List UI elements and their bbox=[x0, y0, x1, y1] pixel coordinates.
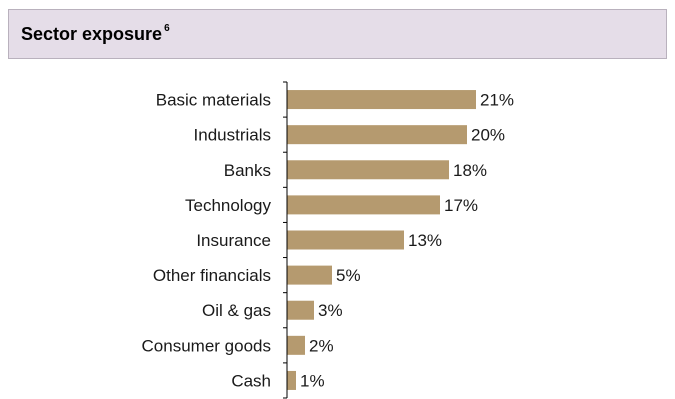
bar bbox=[287, 195, 440, 215]
value-label: 3% bbox=[318, 301, 343, 320]
bar bbox=[287, 125, 467, 145]
chart-title: Sector exposure 6 bbox=[21, 23, 170, 45]
bar bbox=[287, 90, 476, 110]
category-label: Other financials bbox=[153, 266, 271, 285]
bar bbox=[287, 230, 404, 250]
bar bbox=[287, 265, 332, 285]
value-label: 18% bbox=[453, 161, 487, 180]
title-footnote-marker: 6 bbox=[164, 23, 170, 34]
category-label: Basic materials bbox=[156, 91, 271, 110]
value-label: 20% bbox=[471, 126, 505, 145]
value-label: 17% bbox=[444, 196, 478, 215]
category-label: Banks bbox=[224, 161, 271, 180]
value-label: 1% bbox=[300, 371, 325, 390]
chart-header: Sector exposure 6 bbox=[8, 9, 667, 59]
bar bbox=[287, 300, 314, 320]
bar bbox=[287, 335, 305, 355]
category-label: Oil & gas bbox=[202, 301, 271, 320]
value-label: 13% bbox=[408, 231, 442, 250]
category-label: Insurance bbox=[196, 231, 271, 250]
value-label: 5% bbox=[336, 266, 361, 285]
category-label: Consumer goods bbox=[142, 336, 271, 355]
category-label: Technology bbox=[185, 196, 272, 215]
bar bbox=[287, 160, 449, 180]
value-label: 2% bbox=[309, 336, 334, 355]
chart-title-text: Sector exposure bbox=[21, 24, 163, 44]
category-label: Cash bbox=[231, 371, 271, 390]
category-label: Industrials bbox=[194, 126, 271, 145]
bar bbox=[287, 370, 296, 390]
value-label: 21% bbox=[480, 91, 514, 110]
